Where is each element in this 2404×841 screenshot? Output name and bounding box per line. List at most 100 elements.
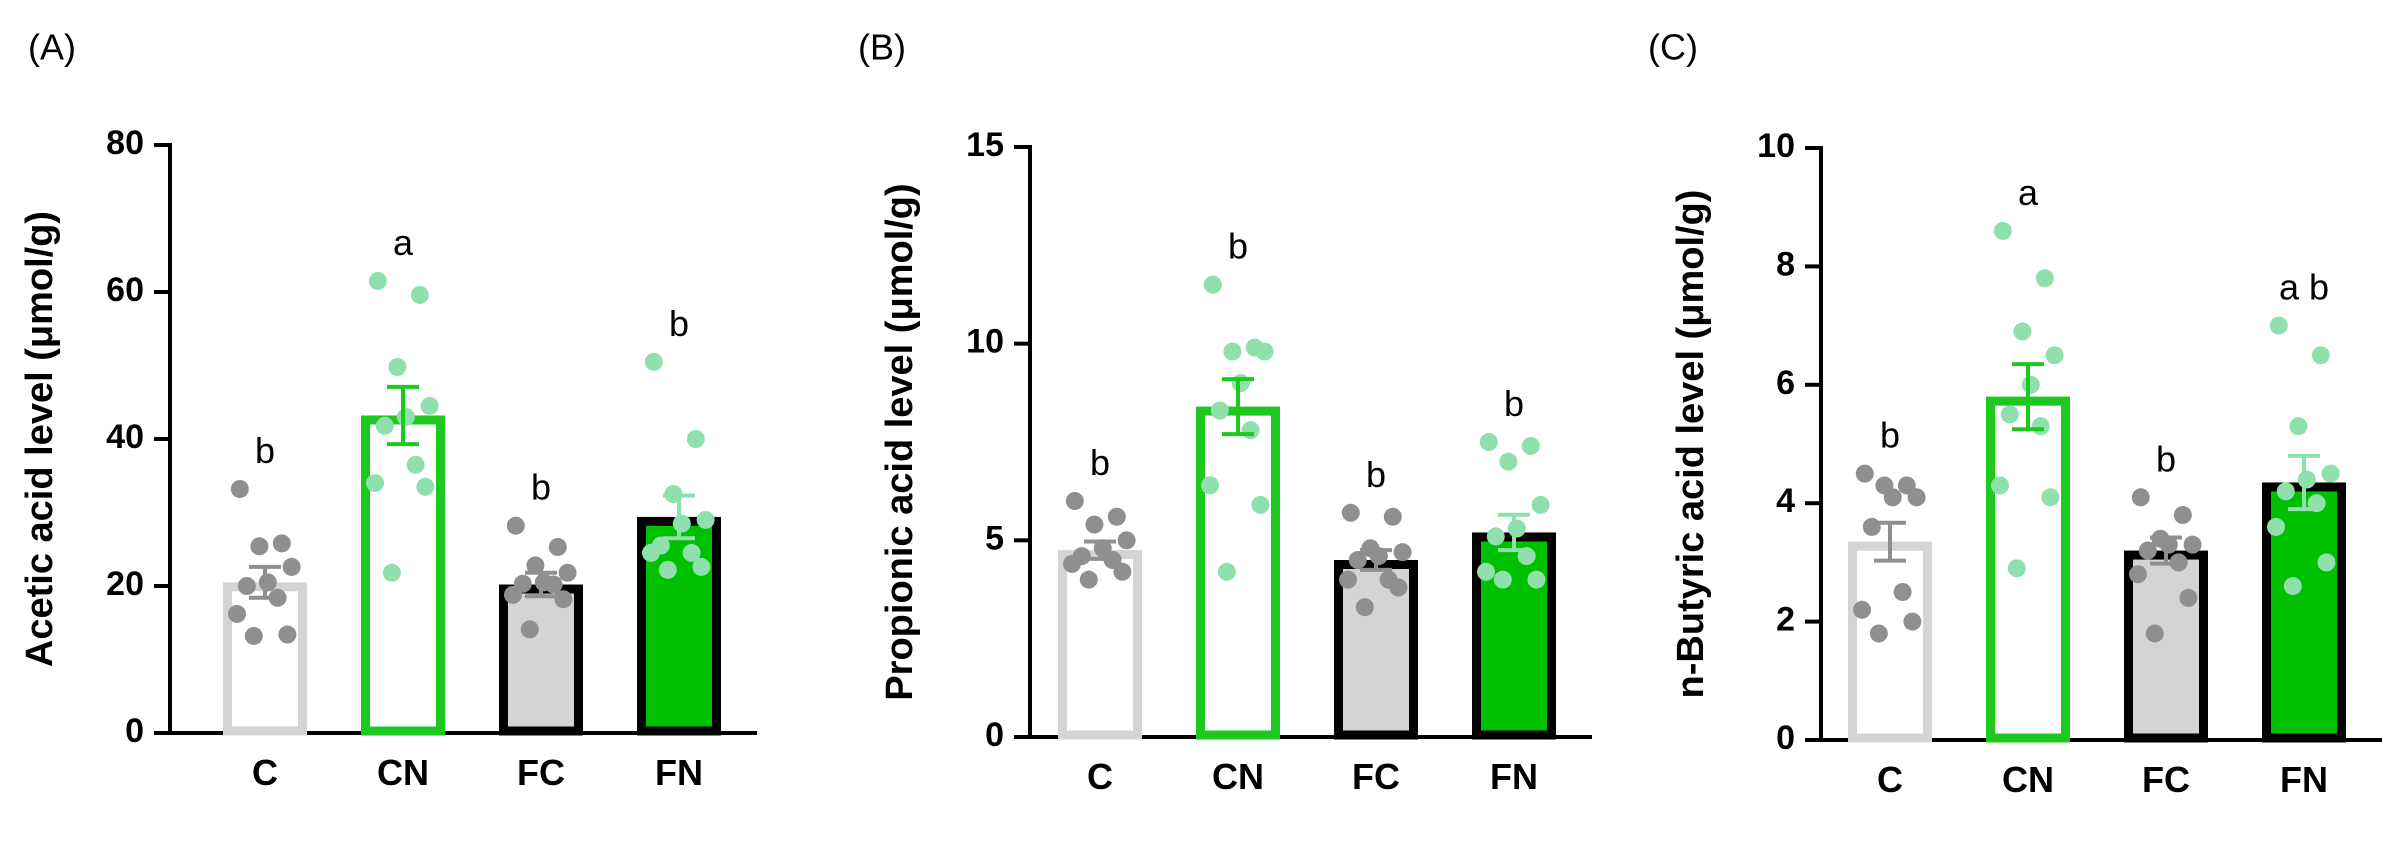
panel-label: (C)	[1648, 27, 1698, 68]
data-point	[504, 585, 522, 604]
y-tick-label: 0	[125, 712, 144, 750]
significance-letter: b	[2156, 438, 2176, 479]
data-point	[1085, 515, 1104, 534]
data-point	[244, 626, 263, 645]
data-point	[2297, 470, 2316, 489]
data-point	[2317, 553, 2336, 572]
y-tick-label: 15	[966, 126, 1004, 164]
data-point	[2007, 559, 2026, 578]
data-point	[228, 604, 246, 623]
bar-fn	[1472, 532, 1556, 740]
significance-letter: b	[1504, 383, 1524, 424]
x-tick-label: CN	[2002, 759, 2054, 800]
data-point	[1897, 476, 1916, 495]
significance-letter: b	[1228, 226, 1248, 267]
data-point	[1507, 519, 1526, 538]
data-point	[2283, 577, 2302, 596]
y-tick-label: 10	[1757, 127, 1795, 165]
data-point	[1079, 570, 1098, 589]
data-point	[686, 430, 705, 448]
data-point	[250, 537, 269, 556]
x-tick-label: FN	[2280, 759, 2328, 800]
panel-label: (A)	[28, 27, 76, 68]
x-tick-label: CN	[377, 752, 429, 793]
data-point	[1063, 554, 1081, 573]
data-point	[2321, 464, 2340, 483]
data-point	[672, 514, 691, 533]
significance-letter: a b	[2279, 267, 2329, 308]
data-point	[1355, 598, 1374, 617]
data-point	[272, 534, 291, 553]
y-tick-label: 10	[966, 323, 1004, 361]
y-axis-label: Propionic acid level (μmol/g)	[879, 183, 921, 700]
y-tick-label: 6	[1776, 364, 1795, 402]
data-point	[2138, 541, 2157, 560]
data-point	[2173, 506, 2192, 525]
x-tick-label: C	[1877, 759, 1903, 800]
y-axis-label: Acetic acid level (μmol/g)	[19, 211, 61, 667]
significance-letter: b	[669, 303, 689, 344]
significance-letter: b	[255, 430, 275, 471]
significance-letter: a	[2018, 172, 2039, 213]
data-point	[237, 577, 256, 595]
data-point	[396, 407, 415, 426]
x-tick-label: FN	[1490, 756, 1538, 797]
data-point	[1223, 342, 1242, 361]
data-point	[2041, 488, 2060, 507]
data-point	[644, 352, 663, 371]
y-tick-label: 2	[1776, 601, 1795, 639]
data-point	[2183, 535, 2202, 554]
data-point	[1893, 583, 1912, 601]
data-point	[682, 543, 701, 562]
data-point	[558, 563, 577, 582]
data-point	[1241, 421, 1260, 440]
significance-letter: b	[1366, 454, 1386, 495]
x-tick-label: FN	[655, 752, 703, 793]
x-tick-label: CN	[1212, 756, 1264, 797]
data-point	[2131, 488, 2150, 507]
data-point	[282, 557, 301, 576]
data-point	[1389, 578, 1408, 597]
data-point	[375, 416, 394, 435]
panel-label: (B)	[858, 27, 906, 68]
x-tick-label: FC	[1352, 756, 1400, 797]
data-point	[526, 556, 545, 575]
data-point	[1203, 275, 1222, 294]
data-point	[1521, 436, 1540, 455]
data-point	[2000, 405, 2019, 424]
data-point	[1341, 503, 1360, 522]
y-tick-label: 8	[1776, 245, 1795, 283]
y-tick-label: 80	[106, 124, 144, 162]
data-point	[2276, 482, 2295, 501]
data-point	[1113, 562, 1132, 581]
data-point	[1855, 464, 1874, 483]
significance-letter: b	[531, 467, 551, 508]
data-point	[1117, 531, 1136, 550]
data-point	[658, 560, 677, 579]
bar-cn	[361, 415, 445, 736]
data-point	[410, 285, 429, 304]
data-point	[1339, 570, 1357, 589]
data-point	[2013, 322, 2032, 341]
data-point	[2179, 588, 2198, 607]
data-point	[2311, 346, 2330, 365]
data-point	[1217, 562, 1236, 581]
data-point	[2289, 417, 2308, 436]
data-point	[278, 625, 297, 644]
data-point	[1393, 543, 1412, 562]
data-point	[520, 620, 539, 639]
y-tick-label: 40	[106, 418, 144, 456]
data-point	[388, 357, 407, 376]
bar-c	[1058, 550, 1142, 740]
y-tick-label: 5	[985, 519, 1004, 557]
significance-letter: a	[393, 222, 414, 263]
x-tick-label: C	[1087, 756, 1113, 797]
data-point	[1251, 495, 1270, 514]
data-point	[2035, 269, 2054, 288]
data-point	[1493, 570, 1512, 589]
data-point	[642, 543, 660, 562]
data-point	[696, 510, 715, 529]
data-point	[692, 557, 711, 576]
data-point	[1903, 612, 1922, 631]
